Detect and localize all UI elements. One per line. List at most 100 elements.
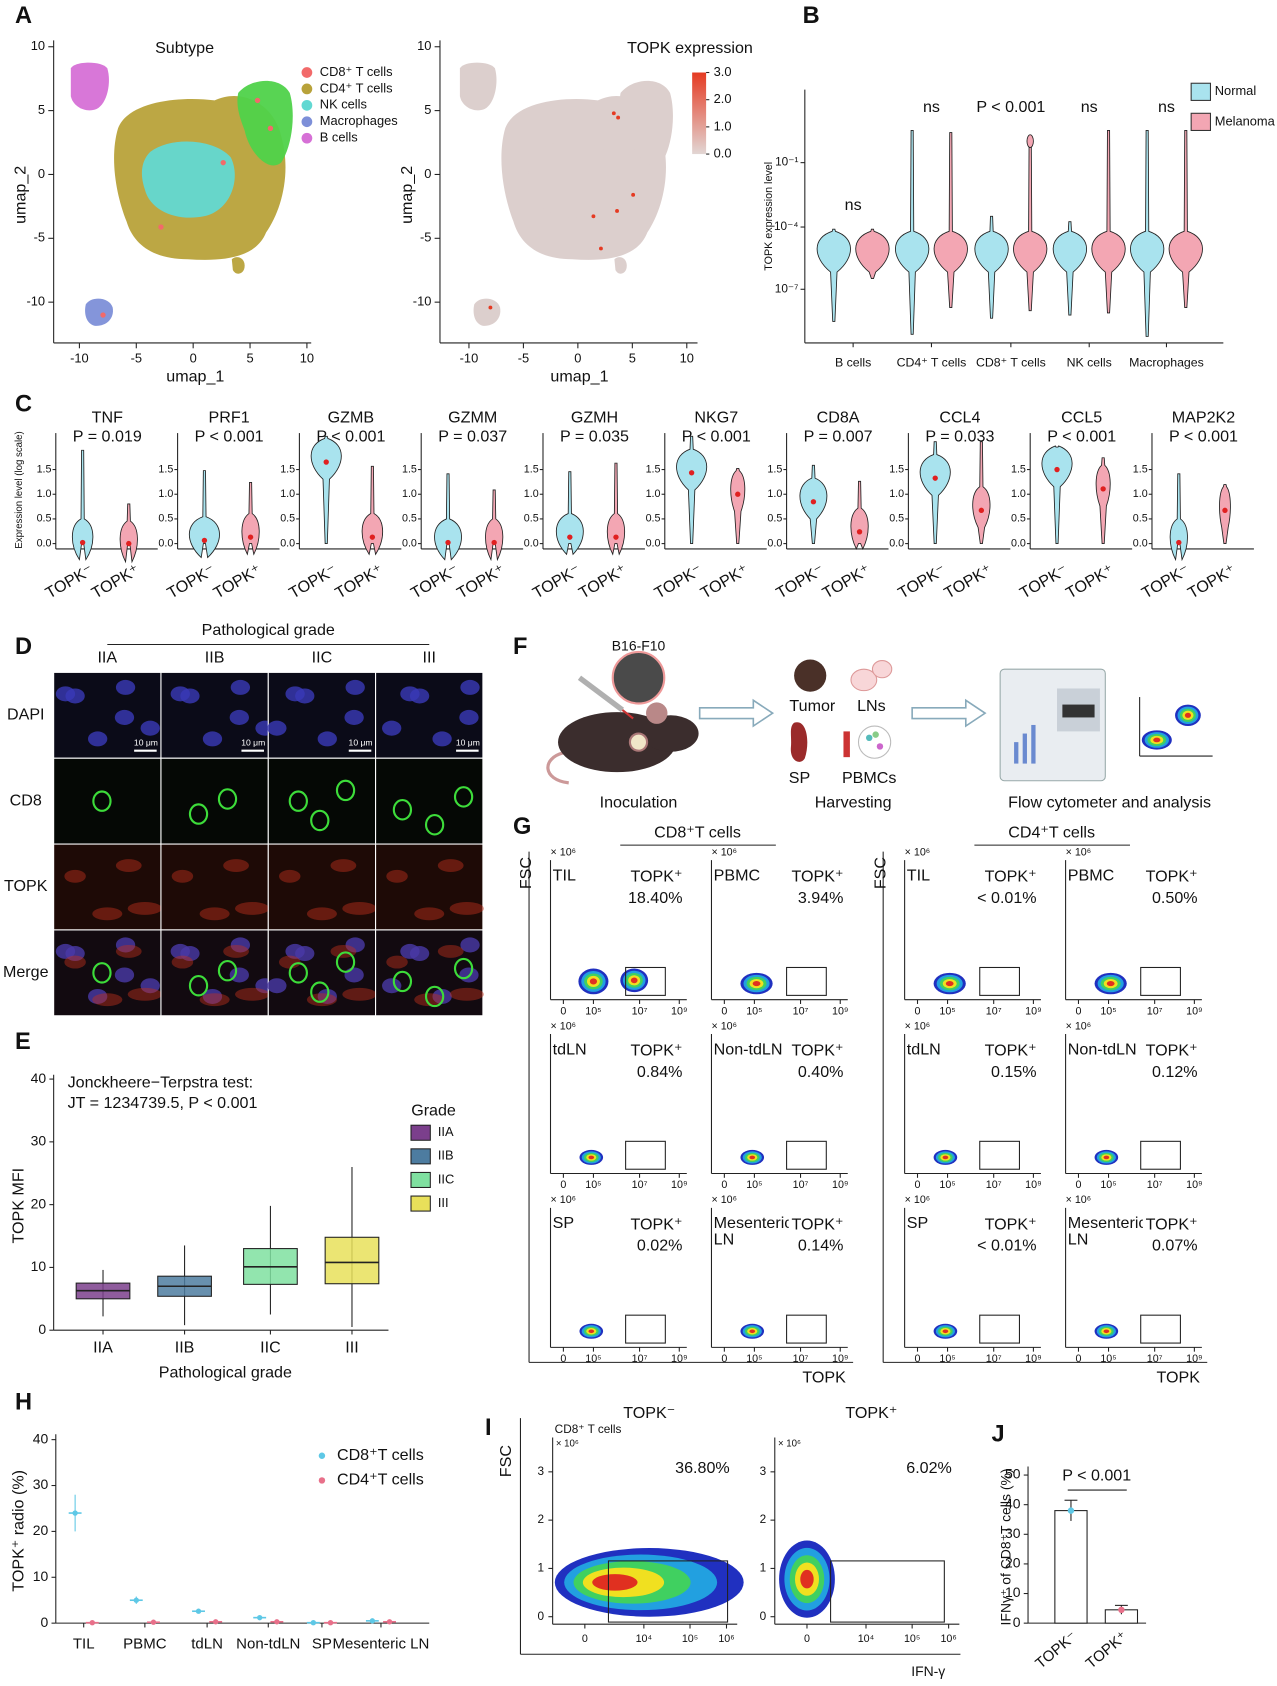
tube: [843, 731, 850, 758]
x-tick-label: CD8⁺ T cells: [976, 356, 1046, 370]
density: [592, 1574, 638, 1591]
x-tick-label: 10⁵: [746, 1353, 762, 1365]
mean-dot: [274, 1619, 280, 1625]
axis-multiplier: × 10⁶: [551, 846, 577, 858]
y-tick-label: 0.0: [767, 537, 782, 549]
gate-percent: 0.40%: [798, 1063, 844, 1081]
nucleus: [459, 709, 479, 725]
legend-label: CD8⁺ T cells: [320, 64, 393, 79]
y-tick-label: 40: [1005, 1495, 1021, 1511]
y-axis-label: FSC: [517, 857, 535, 889]
gate-label: TOPK⁺: [1146, 1041, 1198, 1059]
nucleus: [230, 679, 251, 695]
topk-signal: [342, 987, 377, 1001]
needle: [621, 709, 634, 720]
median-dot: [445, 539, 451, 546]
density: [630, 977, 638, 984]
topk-signal: [306, 907, 337, 921]
x-tick-label: 10: [300, 350, 314, 365]
legend-label: Normal: [1215, 83, 1256, 98]
violin: [1130, 130, 1165, 337]
x-tick-label: 0: [1075, 1179, 1081, 1191]
x-tick-label: 10⁵: [939, 1179, 955, 1191]
micrograph: [53, 757, 162, 845]
row-label: DAPI: [7, 706, 45, 724]
x-tick-label: 10⁵: [939, 1005, 955, 1017]
gate: [625, 966, 666, 996]
violin: [1095, 457, 1111, 545]
micrograph: [375, 843, 484, 931]
mean-dot: [386, 1619, 393, 1625]
y-tick-label: 10⁻¹: [775, 155, 798, 169]
x-tick-label: -10: [70, 350, 89, 365]
umap-cluster: [267, 125, 274, 131]
x-tick-label: 0: [721, 1005, 727, 1017]
gate-label: TOPK⁺: [985, 1215, 1037, 1233]
column-label: IIA: [97, 649, 117, 667]
colorbar: [692, 72, 707, 155]
annotation: ns: [845, 196, 862, 214]
x-tick-label: 10⁷: [632, 1005, 648, 1017]
panel-label: J: [992, 1422, 1005, 1448]
median-dot: [1176, 539, 1182, 546]
umap-cluster: [158, 224, 164, 230]
x-tick-label: 5: [246, 350, 253, 365]
topk-signal: [92, 907, 123, 921]
nucleus: [400, 686, 420, 702]
topk-signal: [64, 869, 86, 883]
cd8-ring: [335, 951, 356, 973]
violin: [434, 473, 462, 561]
header: Pathological grade: [202, 621, 335, 639]
median-dot: [932, 475, 938, 481]
nucleus: [460, 937, 480, 953]
axis-multiplier: × 10⁶: [905, 1020, 931, 1032]
x-tick-label: TOPK⁺: [210, 561, 264, 603]
lymph-node: [871, 660, 893, 679]
x-tick-label: 0: [721, 1179, 727, 1191]
panel-label: F: [513, 634, 527, 660]
nucleus: [344, 709, 364, 725]
gate-percent: 0.14%: [798, 1237, 844, 1255]
panel-label: G: [513, 814, 531, 840]
x-tick-label: 10⁹: [832, 1179, 849, 1191]
gate-percent: 0.07%: [1152, 1237, 1198, 1255]
scale-bar-label: 10 μm: [456, 737, 480, 747]
axis-multiplier: × 10⁶: [711, 1020, 737, 1032]
x-tick-label: 10⁷: [632, 1179, 648, 1191]
box: [324, 1236, 380, 1285]
y-tick-label: 0: [760, 1609, 767, 1623]
y-tick-label: 10: [1005, 1584, 1021, 1600]
y-tick-label: 0.5: [158, 513, 173, 525]
tissue-text: PBMC: [1067, 867, 1115, 885]
x-tick-label: TOPK⁺: [941, 561, 995, 603]
gate-label: TOPK⁺: [631, 1215, 683, 1233]
x-tick-label: 10⁹: [671, 1179, 688, 1191]
mean-dot: [1118, 1606, 1125, 1614]
mean-dot: [369, 1618, 376, 1624]
cytometer-bar: [1014, 742, 1019, 764]
y-tick-label: 1: [538, 1561, 545, 1575]
y-tick-label: -5: [420, 230, 431, 245]
umap-cluster: [254, 97, 261, 104]
bar: [1054, 1510, 1088, 1624]
gate-percent: < 0.01%: [977, 1237, 1036, 1255]
density: [749, 1155, 756, 1160]
x-axis-label: umap_1: [166, 368, 224, 386]
y-tick-label: 0.0: [646, 537, 661, 549]
gate: [1140, 1314, 1181, 1344]
tissue-label: SP: [789, 769, 810, 787]
topk-signal: [115, 944, 142, 958]
tissue-text: SP: [552, 1215, 575, 1233]
p-value: P < 0.001: [1169, 428, 1238, 446]
gate-label: TOPK⁺: [631, 1041, 683, 1059]
umap-cluster: [231, 257, 245, 274]
expr-dot: [488, 305, 493, 310]
x-axis-label: TOPK: [802, 1369, 846, 1387]
x-tick-label: 0: [190, 350, 197, 365]
density: [1106, 981, 1115, 987]
mean-dot: [1067, 1507, 1075, 1514]
gene-name: CCL5: [1061, 408, 1102, 426]
median-dot: [856, 529, 863, 535]
axis-multiplier: × 10⁶: [1066, 1194, 1092, 1206]
y-tick-label: 1: [760, 1561, 767, 1575]
